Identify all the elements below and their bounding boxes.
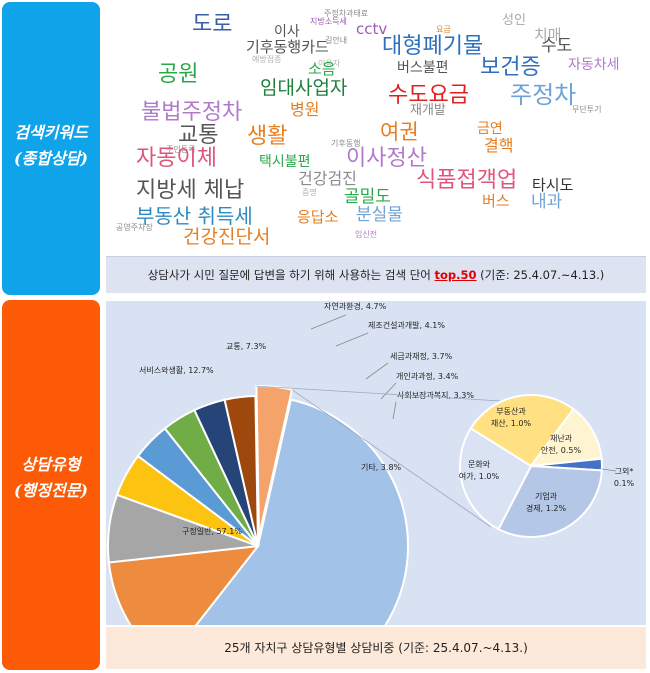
pie-leader-line: [335, 332, 369, 347]
keyword-word: 타시도: [532, 176, 574, 194]
keyword-word: 재개발: [410, 103, 446, 118]
pie-slice-label: 개인과과정, 3.4%: [396, 371, 459, 381]
pie-slice-label: 자연과환경, 4.7%: [324, 301, 387, 311]
pie-slice-label: 구정일반, 57.1%: [182, 526, 242, 536]
keyword-word: 분실물: [356, 205, 403, 225]
keyword-word: 증명: [302, 188, 317, 197]
keyword-word: 기후동행: [331, 139, 361, 148]
keyword-word: 주정차: [510, 81, 577, 109]
keyword-word: 버스: [482, 192, 510, 210]
keyword-word: 응답소: [297, 208, 339, 226]
keyword-word: 요금: [436, 25, 451, 34]
keyword-word: 결핵: [484, 136, 514, 155]
keyword-word: 택시불편: [259, 154, 311, 170]
breakdown-slice-value-label: 안전, 0.5%: [541, 445, 582, 455]
keyword-word: 수도: [541, 36, 573, 56]
pie-leader-line: [392, 401, 397, 420]
keyword-caption-date: (기준: 25.4.07.~4.13.): [476, 268, 605, 282]
keyword-section-label-line1: 검색키워드: [14, 123, 88, 142]
breakdown-slice-value-label: 경제, 1.2%: [526, 503, 567, 513]
pie-slice-label: 사회보장과복지, 3.3%: [397, 390, 474, 400]
keyword-word: 건강진단서: [183, 226, 271, 248]
keyword-word: 여권: [380, 120, 419, 144]
pie-slice-label: 교통, 7.3%: [226, 342, 267, 351]
keyword-word: 길안내: [325, 36, 348, 45]
pie-leader-line: [601, 468, 617, 472]
breakdown-connector-line: [291, 389, 492, 528]
keyword-word: 임신전: [355, 230, 378, 239]
keyword-caption-text: 상담사가 시민 질문에 답변을 하기 위해 사용하는 검색 단어: [147, 268, 435, 282]
keyword-word: 임대사업자: [260, 77, 348, 99]
pie-slice: [497, 464, 603, 538]
keyword-word: 자동이체: [136, 146, 217, 171]
type-section-label-panel: 상담유형 (행정전문): [2, 300, 100, 670]
pie-leader-line: [365, 362, 389, 380]
breakdown-slice-value-label: 재산, 1.0%: [491, 418, 532, 428]
type-section-label-line1: 상담유형: [21, 455, 81, 474]
keyword-word: 성인: [502, 13, 526, 28]
pie-slice: [528, 407, 603, 468]
breakdown-slice-value-label: 0.1%: [614, 479, 635, 488]
breakdown-slice-label: 부동산과: [496, 406, 526, 416]
keyword-caption-highlight: top.50: [434, 268, 477, 282]
keyword-word: 골밀도: [344, 187, 391, 207]
keyword-word: 불법주정차: [141, 100, 243, 125]
pie-slice: [223, 395, 259, 547]
pie-slice-label: 기타, 3.8%: [361, 463, 402, 472]
breakdown-slice-label: 재난과: [550, 434, 573, 443]
type-section-label: 상담유형 (행정전문): [2, 452, 100, 504]
pie-leader-line: [380, 382, 397, 400]
consultation-type-pie-chart: 구정일반, 57.1% 서비스와생활, 12.7% 교통, 7.3% 자연과환경, 4…: [107, 301, 635, 625]
keyword-word: 수도요금: [388, 83, 469, 108]
keyword-section-label-panel: 검색키워드 (종합상담): [2, 2, 100, 295]
keyword-word: 교통: [178, 123, 219, 148]
type-caption: 25개 자치구 상담유형별 상담비중 (기준: 25.4.07.~4.13.): [106, 627, 646, 669]
keyword-word: 공영주차장: [116, 223, 153, 232]
keyword-word: 이사정산: [346, 146, 427, 171]
keyword-word: 내과: [531, 192, 563, 212]
pie-slice-label: 세금과재정, 3.7%: [390, 351, 453, 361]
pie-slice: [469, 394, 575, 468]
breakdown-slice-label: 기업과: [535, 492, 558, 501]
keyword-word: 부동산 취득세: [136, 204, 253, 228]
keyword-word: 이용자: [318, 59, 341, 68]
type-section-label-line2: (행정전문): [13, 481, 89, 500]
breakdown-slice-label: 그외*: [615, 466, 634, 476]
breakdown-connector-line: [256, 385, 502, 402]
keyword-word: 주정차과태료: [324, 9, 369, 18]
keyword-word: 식품접객업: [416, 168, 518, 193]
keyword-word: 병원: [290, 100, 320, 119]
keyword-section-label: 검색키워드 (종합상담): [2, 120, 100, 172]
keyword-word: 도로: [192, 12, 233, 37]
breakdown-slice-label: 문화와: [468, 459, 491, 469]
keyword-word-cloud: 도로 이사 주정차과태료 지방소득세 cctv 요금 성인 치매 길안내 기후동행카드 대형폐기물 수…: [106, 2, 646, 254]
pie-slice-label: 서비스와생활, 12.7%: [139, 365, 214, 375]
pie-slice: [107, 544, 261, 625]
breakdown-slice-value-label: 여가, 1.0%: [459, 471, 500, 481]
keyword-word: 대형폐기물: [382, 34, 484, 59]
keyword-word: 지방세 체납: [136, 178, 245, 203]
keyword-word: 자동차세: [568, 57, 620, 73]
keyword-caption: 상담사가 시민 질문에 답변을 하기 위해 사용하는 검색 단어 top.50 …: [106, 256, 646, 293]
keyword-word: 기후동행카드: [246, 38, 329, 56]
keyword-word: 치매: [534, 26, 562, 44]
pie-slice-label: 제조건설과개발, 4.1%: [368, 320, 445, 330]
keyword-word: 이사: [274, 24, 300, 40]
keyword-word: 생활: [247, 124, 288, 149]
keyword-word: 소음: [308, 60, 336, 78]
keyword-word: 무단투기: [572, 105, 602, 114]
pie-slice: [459, 427, 533, 531]
keyword-word: 금연: [477, 121, 503, 137]
keyword-word: 주민등록: [166, 145, 196, 154]
keyword-word: 지방소득세: [310, 17, 347, 26]
keyword-section-label-line2: (종합상담): [13, 149, 89, 168]
pie-slice: [194, 398, 409, 625]
keyword-word: 공원: [158, 62, 199, 87]
keyword-word: 예방접종: [252, 55, 282, 64]
pie-leader-line: [310, 314, 347, 330]
keyword-word: cctv: [356, 20, 388, 38]
keyword-word: 건강검진: [298, 169, 357, 188]
keyword-word: 버스불편: [397, 60, 449, 76]
keyword-word: 보건증: [480, 55, 541, 80]
